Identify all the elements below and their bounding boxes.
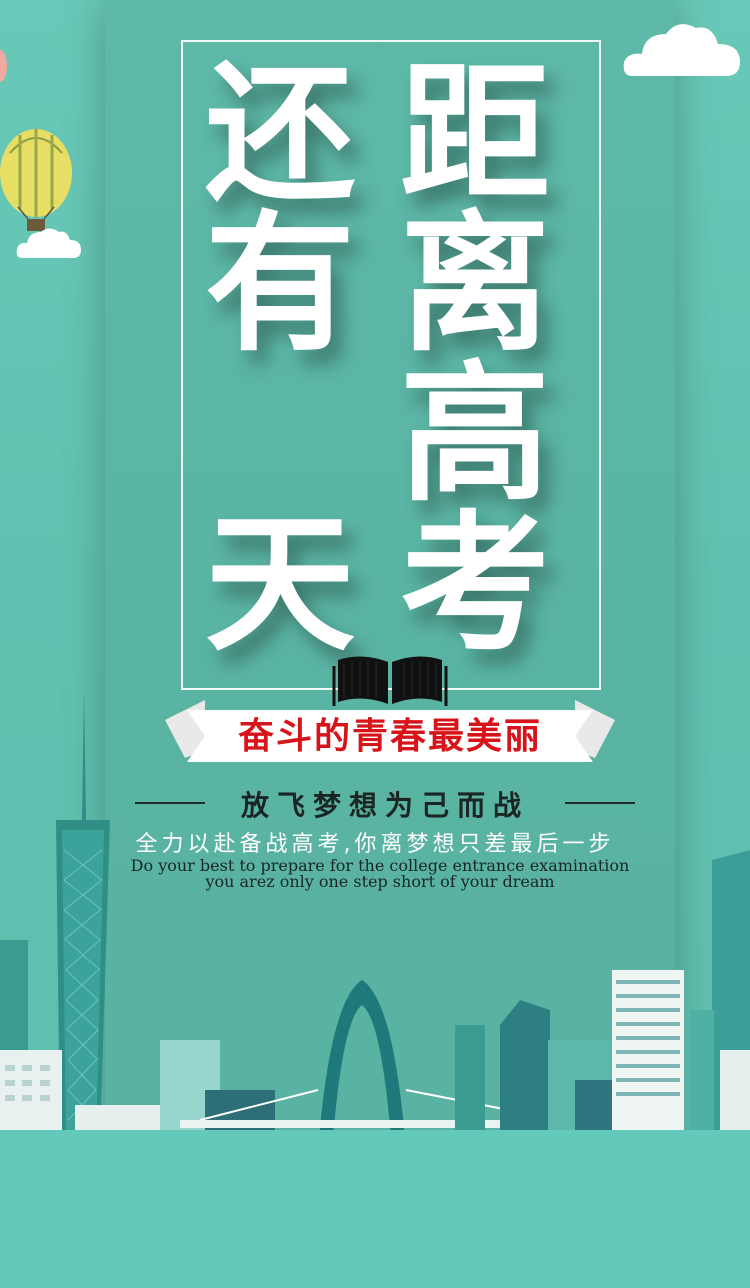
ribbon-text: 奋斗的青春最美丽 — [237, 716, 542, 757]
divider-line — [565, 802, 635, 804]
cloud-icon — [623, 24, 740, 76]
cloud-icon — [16, 228, 82, 258]
headline-right-column: 距 离 高 考 — [400, 60, 570, 660]
headline-char: 离 — [400, 198, 551, 372]
headline-char: 距 — [400, 48, 551, 222]
subtitle-row: 放飞梦想为己而战 — [135, 784, 635, 824]
open-book-icon — [332, 656, 448, 706]
balloon-partial-icon — [0, 50, 7, 82]
ground — [0, 1130, 750, 1288]
headline-char: 高 — [400, 348, 551, 522]
headline-left-column: 还 有 天 — [205, 60, 375, 660]
headline-char: 考 — [400, 498, 551, 672]
subtitle: 放飞梦想为己而战 — [240, 789, 529, 822]
ribbon-banner — [165, 700, 615, 762]
headline-char: 有 — [205, 198, 356, 372]
title-frame — [181, 40, 601, 690]
english-line-1: Do your best to prepare for the college … — [130, 856, 630, 875]
headline-char-blank — [205, 360, 375, 510]
headline-char: 天 — [205, 498, 356, 672]
english-line-2: you arez only one step short of your dre… — [205, 872, 555, 891]
slogan: 全力以赴备战高考,你离梦想只差最后一步 — [135, 832, 615, 857]
headline-char: 还 — [205, 48, 356, 222]
hot-air-balloon-icon — [0, 129, 72, 231]
city-skyline — [0, 690, 750, 1155]
divider-line — [135, 802, 205, 804]
